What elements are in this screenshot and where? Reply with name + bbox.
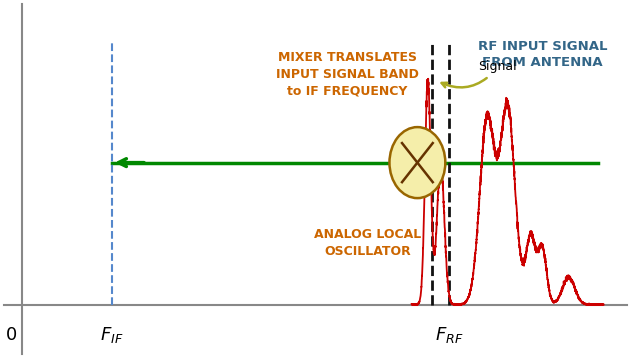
Ellipse shape [389,127,445,198]
Text: $F_{IF}$: $F_{IF}$ [100,325,124,345]
Text: $F_{RF}$: $F_{RF}$ [435,325,464,345]
Text: ANALOG LOCAL
OSCILLATOR: ANALOG LOCAL OSCILLATOR [314,228,422,258]
Text: 0: 0 [6,326,17,344]
Text: MIXER TRANSLATES
INPUT SIGNAL BAND
to IF FREQUENCY: MIXER TRANSLATES INPUT SIGNAL BAND to IF… [276,50,419,98]
Text: RF INPUT SIGNAL
FROM ANTENNA: RF INPUT SIGNAL FROM ANTENNA [478,40,607,69]
Text: Signal: Signal [442,61,517,87]
